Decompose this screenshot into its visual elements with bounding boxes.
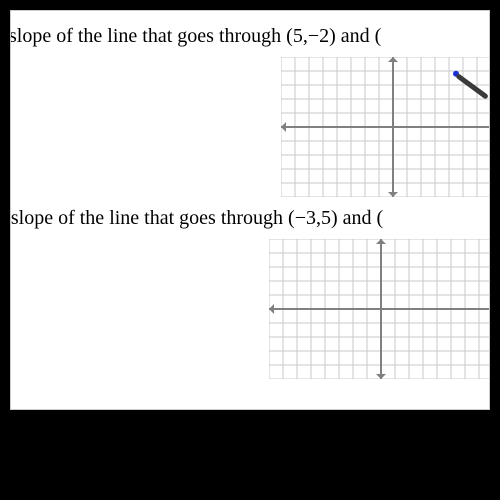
slide-area: slope of the line that goes through (5,−…: [10, 10, 490, 410]
question-2-text: e slope of the line that goes through (−…: [10, 207, 383, 230]
graph-1-svg: [281, 57, 490, 197]
graph-2: [269, 239, 490, 384]
q1-point1: (5,−2): [286, 25, 336, 47]
q1-prefix: slope of the line that goes through: [10, 25, 286, 47]
q2-point1: (−3,5): [288, 207, 338, 229]
graph-2-svg: [269, 239, 490, 379]
q2-prefix: e slope of the line that goes through: [10, 207, 288, 229]
graph-1: [281, 57, 490, 202]
q2-suffix: and (: [338, 207, 384, 229]
q1-suffix: and (: [336, 25, 382, 47]
question-1-text: slope of the line that goes through (5,−…: [10, 25, 381, 48]
